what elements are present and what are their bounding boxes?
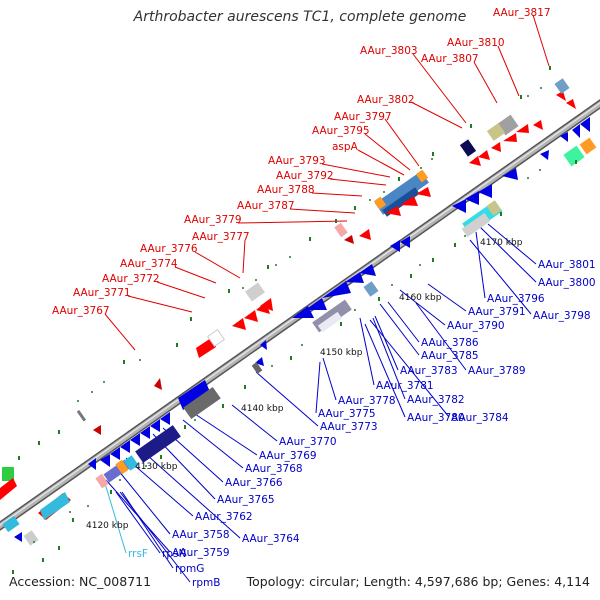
ruler-label: 4160 kbp [399, 293, 442, 303]
gene-label[interactable]: rpmG [175, 563, 204, 575]
gene-label[interactable]: AAur_3777 [192, 231, 250, 243]
gene-label[interactable]: AAur_3758 [172, 529, 230, 541]
gene-label[interactable]: AAur_3789 [468, 365, 526, 377]
gene-label[interactable]: AAur_3803 [360, 45, 418, 57]
gene-label[interactable]: AAur_3773 [320, 421, 378, 433]
ruler-labels: 4120 kbp 4130 kbp 4140 kbp 4150 kbp 4160… [86, 238, 523, 531]
gene-label[interactable]: AAur_3766 [225, 477, 283, 489]
rna-gene-labels: rrsF rpsN rpmG rpmB [128, 548, 220, 589]
map-title: Arthrobacter aurescens TC1, complete gen… [133, 9, 467, 25]
ruler-label: 4120 kbp [86, 521, 129, 531]
forward-gene-labels: AAur_3817 AAur_3810 AAur_3803 AAur_3807 … [52, 7, 551, 317]
gene-label[interactable]: AAur_3810 [447, 37, 505, 49]
gene-label[interactable]: AAur_3784 [451, 412, 509, 424]
gene-label[interactable]: AAur_3780 [407, 412, 465, 424]
gene-label[interactable]: AAur_3795 [312, 125, 370, 137]
gene-label[interactable]: AAur_3762 [195, 511, 253, 523]
reverse-strand-features [2, 117, 597, 546]
gene-label[interactable]: AAur_3774 [120, 258, 178, 270]
gene-label[interactable]: AAur_3771 [73, 287, 131, 299]
gene-label[interactable]: AAur_3798 [533, 310, 591, 322]
gene-label[interactable]: AAur_3788 [257, 184, 315, 196]
genome-summary: Topology: circular; Length: 4,597,686 bp… [246, 574, 590, 589]
gene-label[interactable]: AAur_3772 [102, 273, 160, 285]
gene-label[interactable]: aspA [332, 141, 359, 153]
gene-label[interactable]: AAur_3775 [318, 408, 376, 420]
accession-label: Accession: NC_008711 [9, 574, 152, 589]
gene-label[interactable]: AAur_3796 [487, 293, 545, 305]
gene-label[interactable]: AAur_3779 [184, 214, 242, 226]
gene-label[interactable]: AAur_3764 [242, 533, 300, 545]
gene-label[interactable]: AAur_3785 [421, 350, 479, 362]
gene-label[interactable]: rpsN [162, 548, 186, 560]
reverse-leader-lines [105, 223, 537, 553]
gene-label[interactable]: AAur_3793 [268, 155, 326, 167]
gene-label[interactable]: AAur_3791 [468, 306, 526, 318]
ruler-label: 4150 kbp [320, 348, 363, 358]
gene-label[interactable]: AAur_3768 [245, 463, 303, 475]
gene-label[interactable]: AAur_3807 [421, 53, 479, 65]
gene-label[interactable]: AAur_3778 [338, 395, 396, 407]
gene-label[interactable]: AAur_3781 [376, 380, 434, 392]
ruler-label: 4130 kbp [135, 462, 178, 472]
gene-label[interactable]: AAur_3770 [279, 436, 337, 448]
forward-leader-lines [104, 14, 550, 351]
gene-label[interactable]: rrsF [128, 548, 148, 560]
ruler-ticks [12, 66, 577, 574]
gene-label[interactable]: AAur_3792 [276, 170, 334, 182]
ruler-label: 4140 kbp [241, 404, 284, 414]
gene-label[interactable]: AAur_3769 [259, 450, 317, 462]
reverse-gene-labels: AAur_3801 AAur_3800 AAur_3796 AAur_3798 … [172, 259, 596, 559]
ruler-dots [33, 87, 542, 543]
gene-label[interactable]: AAur_3797 [334, 111, 392, 123]
gene-label[interactable]: rpmB [192, 577, 220, 589]
gene-label[interactable]: AAur_3786 [421, 337, 479, 349]
gene-label[interactable]: AAur_3776 [140, 243, 198, 255]
gene-label[interactable]: AAur_3802 [357, 94, 415, 106]
gene-label[interactable]: AAur_3790 [447, 320, 505, 332]
gene-label[interactable]: AAur_3765 [217, 494, 275, 506]
ruler-label: 4170 kbp [480, 238, 523, 248]
gene-label[interactable]: AAur_3782 [407, 394, 465, 406]
rna-leader-lines [103, 479, 191, 583]
gene-label[interactable]: AAur_3800 [538, 277, 596, 289]
gene-label[interactable]: AAur_3787 [237, 200, 295, 212]
gene-label[interactable]: AAur_3817 [493, 7, 551, 19]
gene-label[interactable]: AAur_3759 [172, 547, 230, 559]
gene-label[interactable]: AAur_3801 [538, 259, 596, 271]
gene-label[interactable]: AAur_3767 [52, 305, 110, 317]
gene-label[interactable]: AAur_3783 [400, 365, 458, 377]
